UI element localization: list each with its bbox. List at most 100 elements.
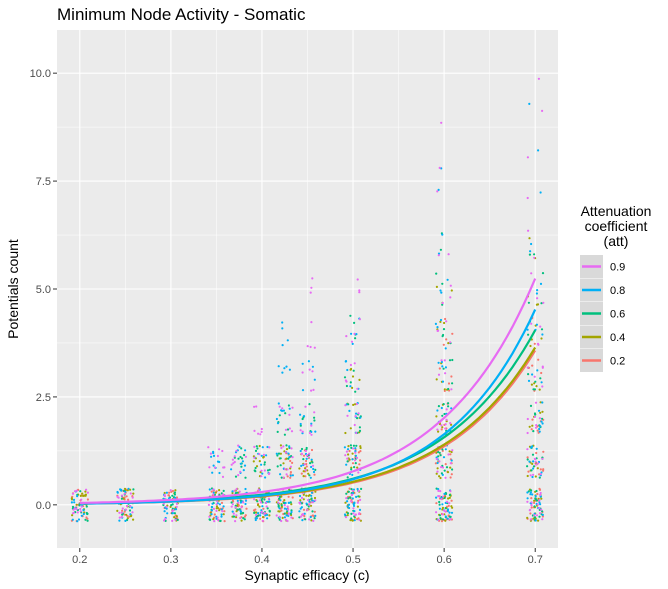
point xyxy=(354,415,357,418)
point xyxy=(208,466,211,469)
point xyxy=(82,509,85,512)
point xyxy=(218,503,221,506)
point xyxy=(128,509,132,512)
point xyxy=(350,512,353,516)
point xyxy=(260,498,263,502)
point xyxy=(531,462,534,465)
point xyxy=(222,466,225,469)
point xyxy=(350,500,353,503)
point xyxy=(354,390,357,393)
point xyxy=(355,456,359,459)
point xyxy=(222,505,225,508)
point xyxy=(260,463,263,466)
fit-curve-0.9 xyxy=(79,278,537,504)
point xyxy=(242,469,245,472)
point xyxy=(253,429,256,432)
point xyxy=(79,490,82,493)
point xyxy=(540,381,543,384)
point xyxy=(216,500,219,503)
point xyxy=(449,466,452,469)
point xyxy=(359,498,362,501)
point xyxy=(286,510,289,513)
point xyxy=(283,367,286,370)
point xyxy=(124,508,127,511)
point xyxy=(447,387,450,391)
point xyxy=(358,378,361,381)
point xyxy=(283,499,286,502)
point xyxy=(252,509,256,512)
point xyxy=(434,462,437,465)
point xyxy=(526,156,530,159)
point xyxy=(218,509,221,512)
point xyxy=(286,519,289,523)
point xyxy=(539,411,542,414)
point xyxy=(442,495,445,498)
legend-title: (att) xyxy=(604,233,629,249)
point xyxy=(207,446,210,449)
point xyxy=(167,497,171,500)
point xyxy=(286,339,289,342)
point xyxy=(535,323,539,326)
point xyxy=(345,492,348,495)
point xyxy=(438,500,441,504)
point xyxy=(210,455,213,458)
point xyxy=(352,504,356,507)
point xyxy=(302,498,305,501)
point xyxy=(129,492,132,495)
point xyxy=(126,517,129,520)
point xyxy=(449,462,452,465)
point xyxy=(300,496,304,499)
point xyxy=(287,404,290,407)
point xyxy=(450,423,453,426)
point xyxy=(541,272,545,275)
point xyxy=(86,512,89,516)
point xyxy=(448,511,451,514)
point xyxy=(288,427,291,430)
point xyxy=(244,502,247,506)
point xyxy=(253,498,256,501)
chart-title: Minimum Node Activity - Somatic xyxy=(57,5,306,24)
point xyxy=(275,514,278,517)
point xyxy=(351,519,354,522)
point xyxy=(349,368,352,371)
point xyxy=(439,476,442,480)
point xyxy=(438,503,441,506)
point xyxy=(440,360,443,364)
point xyxy=(212,493,215,496)
point xyxy=(262,456,265,459)
point xyxy=(447,504,450,507)
point xyxy=(232,462,235,465)
point xyxy=(530,501,533,504)
point xyxy=(440,428,443,431)
point xyxy=(445,408,448,411)
point xyxy=(355,495,358,498)
point xyxy=(287,508,290,511)
point xyxy=(263,498,266,501)
point xyxy=(312,467,315,471)
point xyxy=(278,515,281,519)
point xyxy=(534,380,537,383)
point xyxy=(450,473,453,476)
point xyxy=(231,510,234,513)
point xyxy=(442,403,445,406)
point xyxy=(441,473,444,476)
point xyxy=(132,488,135,491)
point xyxy=(360,487,363,490)
point xyxy=(354,462,357,465)
point xyxy=(538,430,541,433)
point xyxy=(218,489,221,492)
point xyxy=(305,465,308,468)
y-tick-label: 10.0 xyxy=(30,68,51,80)
point xyxy=(307,472,310,475)
point xyxy=(441,513,444,516)
point xyxy=(235,514,238,517)
point xyxy=(302,458,305,461)
point xyxy=(542,301,545,304)
point xyxy=(351,489,354,492)
point xyxy=(443,412,446,416)
point xyxy=(530,497,533,500)
point xyxy=(284,428,288,431)
point xyxy=(358,429,362,432)
point xyxy=(527,470,530,473)
point xyxy=(352,369,355,372)
